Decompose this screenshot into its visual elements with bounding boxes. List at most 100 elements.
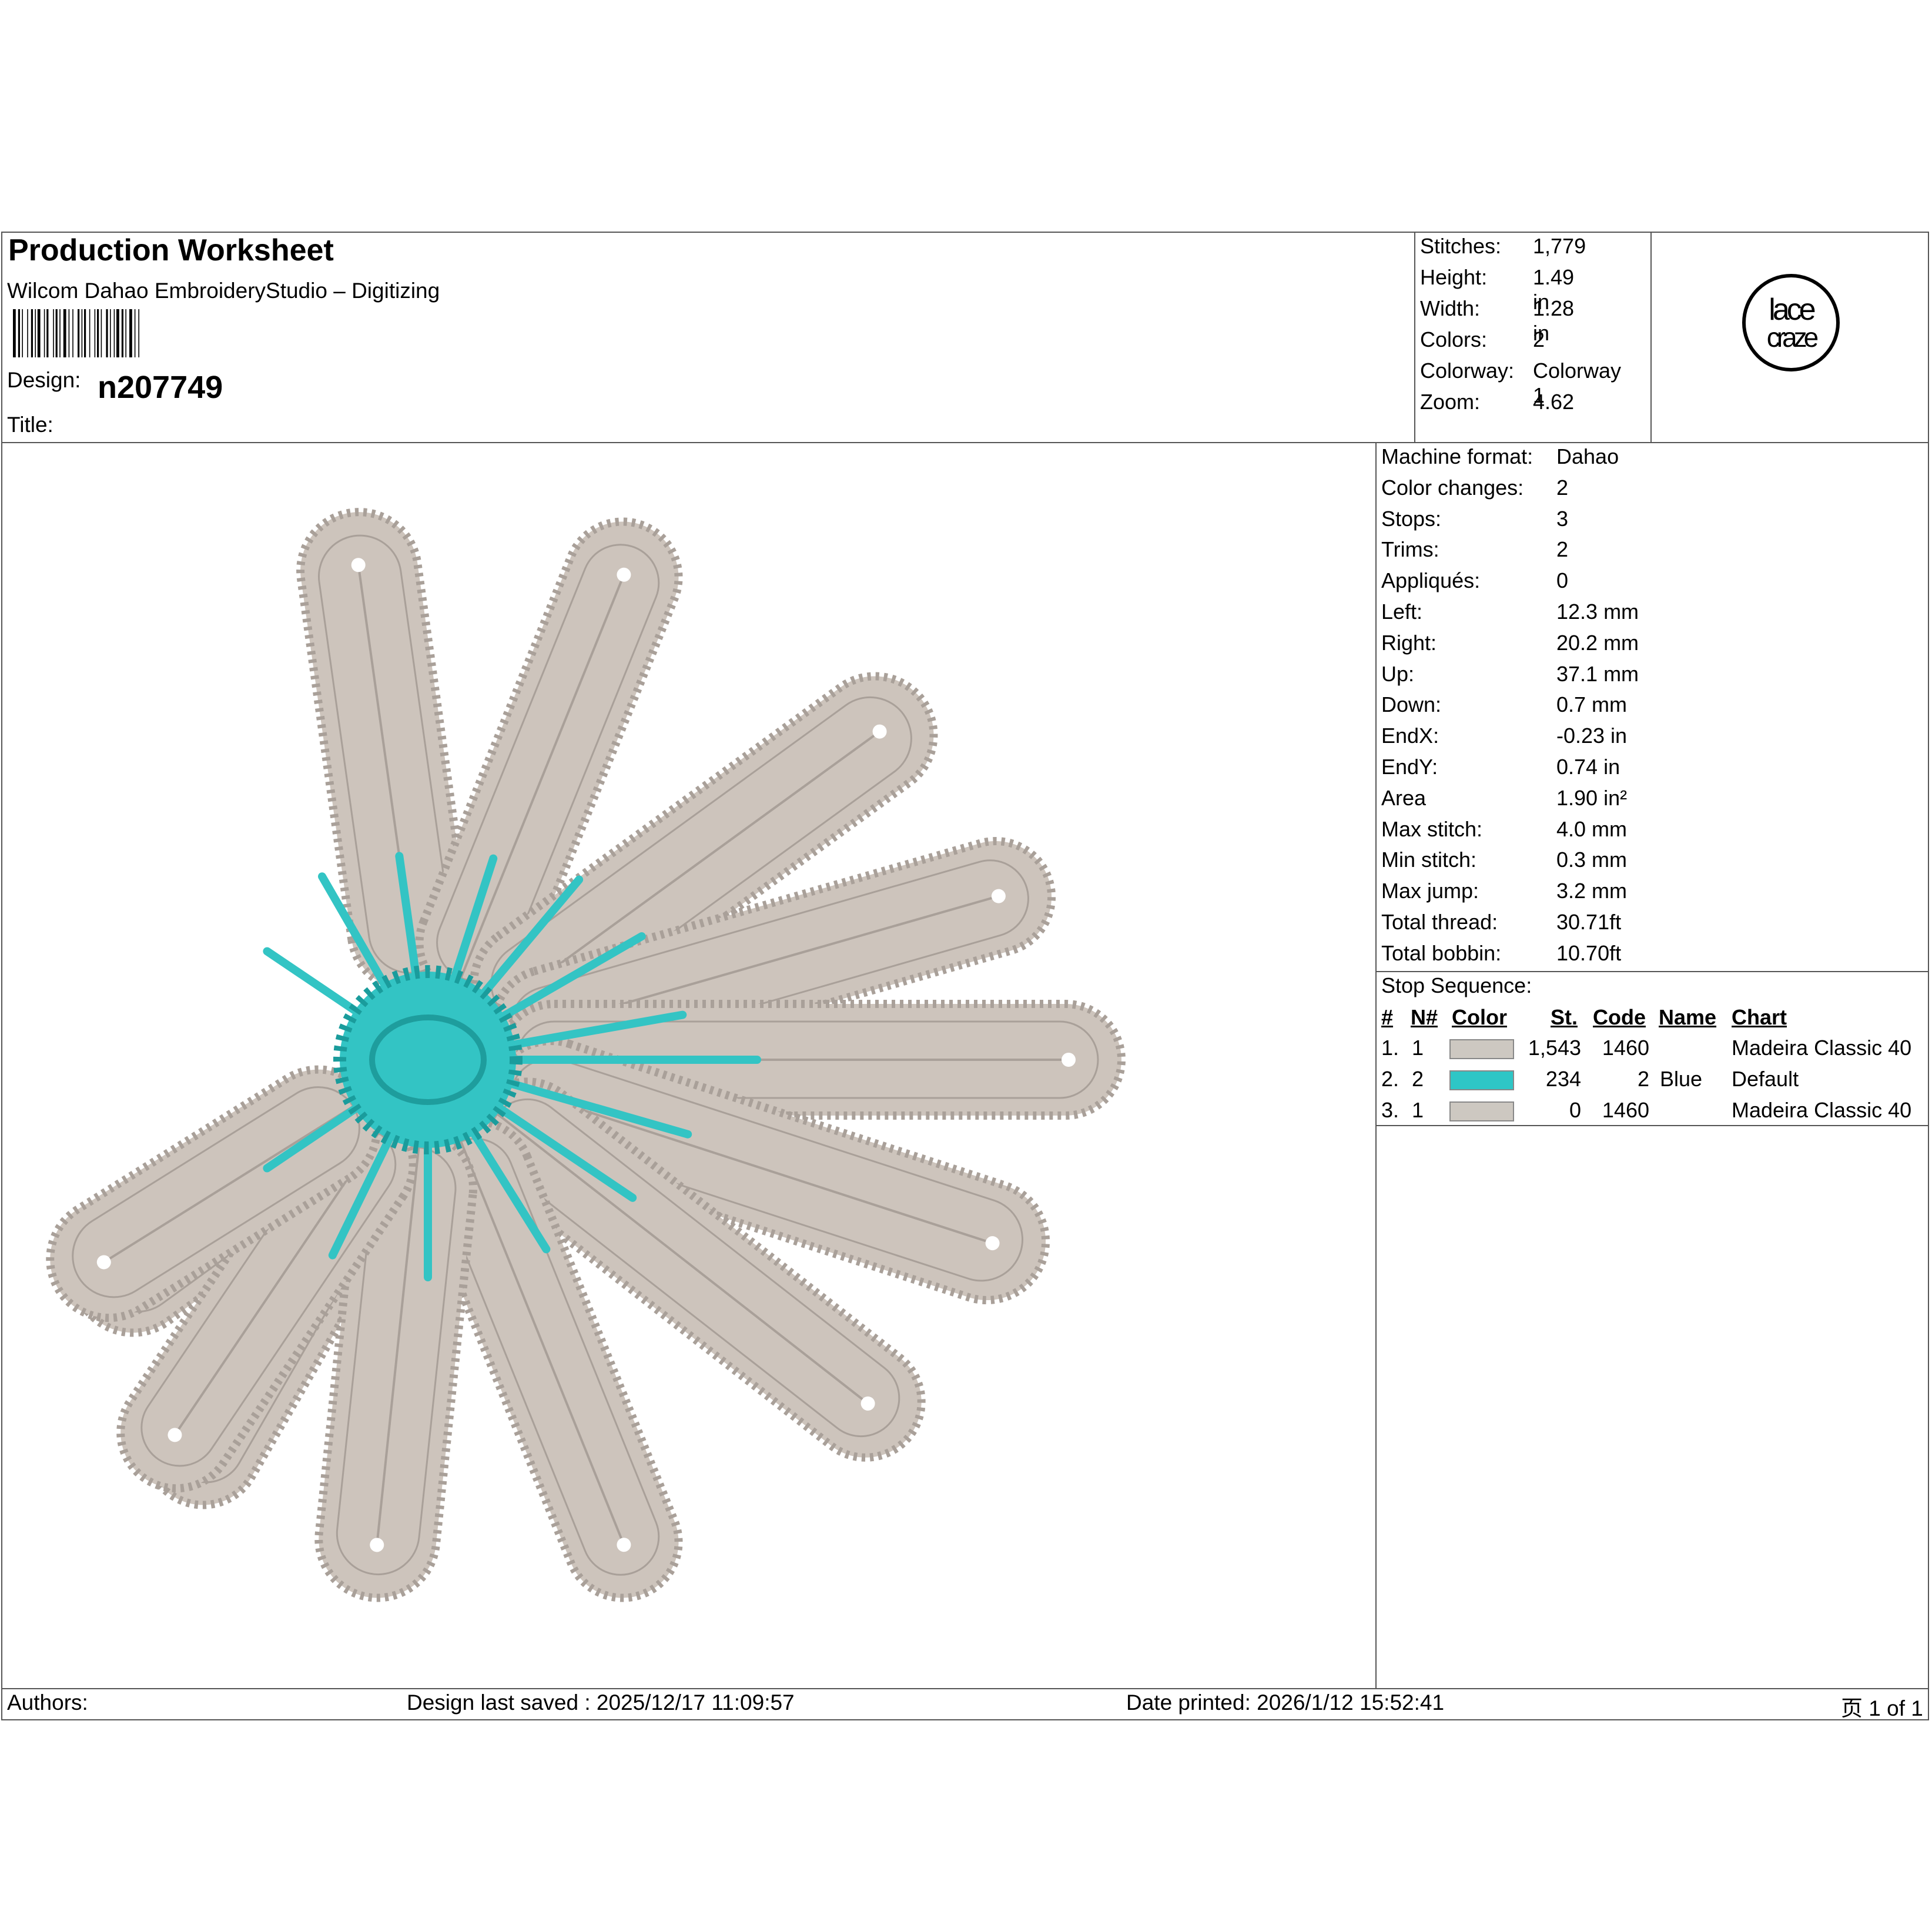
- date-printed: Date printed: 2026/1/12 15:52:41: [1126, 1690, 1445, 1715]
- stop-sequence-divider-bottom: [1375, 1125, 1929, 1126]
- accent-ray: [328, 1134, 394, 1260]
- accent-ray: [500, 932, 646, 1020]
- machine-info-value: 0.74 in: [1556, 755, 1620, 779]
- stop-row-chart: Madeira Classic 40: [1732, 1098, 1912, 1122]
- machine-info-value: Dahao: [1556, 444, 1619, 468]
- stop-row-needle: 1: [1412, 1036, 1424, 1060]
- accent-ray: [263, 947, 359, 1015]
- machine-info-value: 12.3 mm: [1556, 600, 1639, 624]
- accent-ray: [480, 875, 584, 997]
- machine-info-label: Up:: [1381, 661, 1415, 686]
- accent-ray: [451, 854, 498, 980]
- col-header-needle: N#: [1411, 1005, 1438, 1029]
- machine-info-label: Max jump:: [1381, 879, 1479, 903]
- stop-row-code: 1460: [1602, 1036, 1649, 1060]
- accent-ray: [263, 1104, 359, 1173]
- lacecraze-logo-icon: lace craze: [1742, 274, 1840, 371]
- stop-row-needle: 2: [1412, 1067, 1424, 1091]
- petal: [415, 1117, 683, 1602]
- stop-row-stitches: 0: [1569, 1098, 1581, 1122]
- machine-info-label: EndX:: [1381, 724, 1439, 748]
- col-header-stitches: St.: [1551, 1005, 1578, 1029]
- petal: [296, 508, 473, 995]
- design-last-saved: Design last saved : 2025/12/17 11:09:57: [407, 1690, 795, 1715]
- stop-row-stitches: 234: [1545, 1067, 1581, 1091]
- machine-info-label: Area: [1381, 785, 1427, 810]
- machine-info-value: 20.2 mm: [1556, 630, 1639, 655]
- machine-info-label: Left:: [1381, 600, 1423, 624]
- barcode: [13, 309, 139, 357]
- page-number: 页 1 of 1: [1841, 1696, 1923, 1720]
- accent-ray: [395, 852, 420, 977]
- machine-info-label: Stops:: [1381, 506, 1442, 531]
- accent-ray: [497, 1104, 637, 1202]
- stop-row-index: 1.: [1381, 1036, 1399, 1060]
- color-swatch: [1449, 1039, 1514, 1059]
- stop-row-stitches: 1,543: [1528, 1036, 1581, 1060]
- machine-info-label: Right:: [1381, 630, 1437, 655]
- design-preview: [46, 508, 1126, 1602]
- machine-info-value: 10.70ft: [1556, 940, 1622, 965]
- summary-divider-right: [1650, 232, 1652, 442]
- svg-text:craze: craze: [1767, 322, 1818, 353]
- worksheet-frame: [1, 232, 1929, 1720]
- machine-info-value: 2: [1556, 475, 1569, 500]
- machine-info-value: 0: [1556, 568, 1569, 593]
- color-swatch: [1449, 1070, 1514, 1090]
- petal: [469, 672, 938, 1047]
- header-divider: [1, 442, 1929, 443]
- flower-center: [333, 965, 523, 1154]
- machine-info-label: Trims:: [1381, 537, 1439, 562]
- machine-info-value: 4.0 mm: [1556, 816, 1628, 841]
- col-header-color: Color: [1452, 1005, 1507, 1029]
- stop-sequence-divider-top: [1375, 971, 1929, 972]
- page-title: Production Worksheet: [8, 233, 334, 267]
- stop-row-code: 2: [1637, 1067, 1649, 1091]
- machine-info-label: Total bobbin:: [1381, 940, 1502, 965]
- stop-row-code: 1460: [1602, 1098, 1649, 1122]
- color-swatch: [1449, 1101, 1514, 1121]
- machine-info-label: Min stitch:: [1381, 848, 1477, 872]
- info-divider: [1375, 442, 1377, 1688]
- machine-info-label: Color changes:: [1381, 475, 1524, 500]
- stop-row-needle: 1: [1412, 1098, 1424, 1122]
- machine-info-value: 0.7 mm: [1556, 692, 1628, 717]
- authors-label: Authors:: [7, 1690, 88, 1715]
- software-name: Wilcom Dahao EmbroideryStudio – Digitizi…: [7, 279, 440, 303]
- accent-ray: [508, 1080, 692, 1139]
- col-header-code: Code: [1593, 1005, 1646, 1029]
- stop-row-index: 3.: [1381, 1098, 1399, 1122]
- svg-text:lace: lace: [1769, 293, 1814, 327]
- design-label: Design:: [7, 368, 81, 392]
- machine-info-value: 30.71ft: [1556, 910, 1622, 934]
- machine-info-value: -0.23 in: [1556, 724, 1628, 748]
- stop-row-chart: Default: [1732, 1067, 1799, 1091]
- stop-sequence-title: Stop Sequence:: [1381, 973, 1532, 997]
- col-header-index: #: [1381, 1005, 1394, 1029]
- machine-info-value: 2: [1556, 537, 1569, 562]
- machine-info-value: 0.3 mm: [1556, 848, 1628, 872]
- stop-row-index: 2.: [1381, 1067, 1399, 1091]
- machine-info-label: Total thread:: [1381, 910, 1498, 934]
- accent-ray: [318, 872, 388, 988]
- machine-info-label: Machine format:: [1381, 444, 1533, 468]
- machine-info-label: Down:: [1381, 692, 1442, 717]
- accent-ray: [510, 1010, 687, 1049]
- col-header-name: Name: [1659, 1005, 1717, 1029]
- design-number: n207749: [98, 370, 223, 405]
- footer-divider: [1, 1688, 1929, 1689]
- accent-ray: [470, 1130, 551, 1254]
- machine-info-label: Max stitch:: [1381, 816, 1483, 841]
- machine-info-value: 3: [1556, 506, 1569, 531]
- col-header-chart: Chart: [1732, 1005, 1787, 1029]
- petal: [116, 1104, 417, 1493]
- machine-info-value: 1.90 in²: [1556, 785, 1628, 810]
- machine-info-value: 3.2 mm: [1556, 879, 1628, 903]
- stop-row-chart: Madeira Classic 40: [1732, 1036, 1912, 1060]
- machine-info-label: EndY:: [1381, 755, 1438, 779]
- machine-info-value: 37.1 mm: [1556, 661, 1639, 686]
- summary-divider-left: [1414, 232, 1415, 442]
- title-label: Title:: [7, 413, 53, 437]
- machine-info-label: Appliqués:: [1381, 568, 1481, 593]
- stop-row-name: Blue: [1660, 1067, 1703, 1091]
